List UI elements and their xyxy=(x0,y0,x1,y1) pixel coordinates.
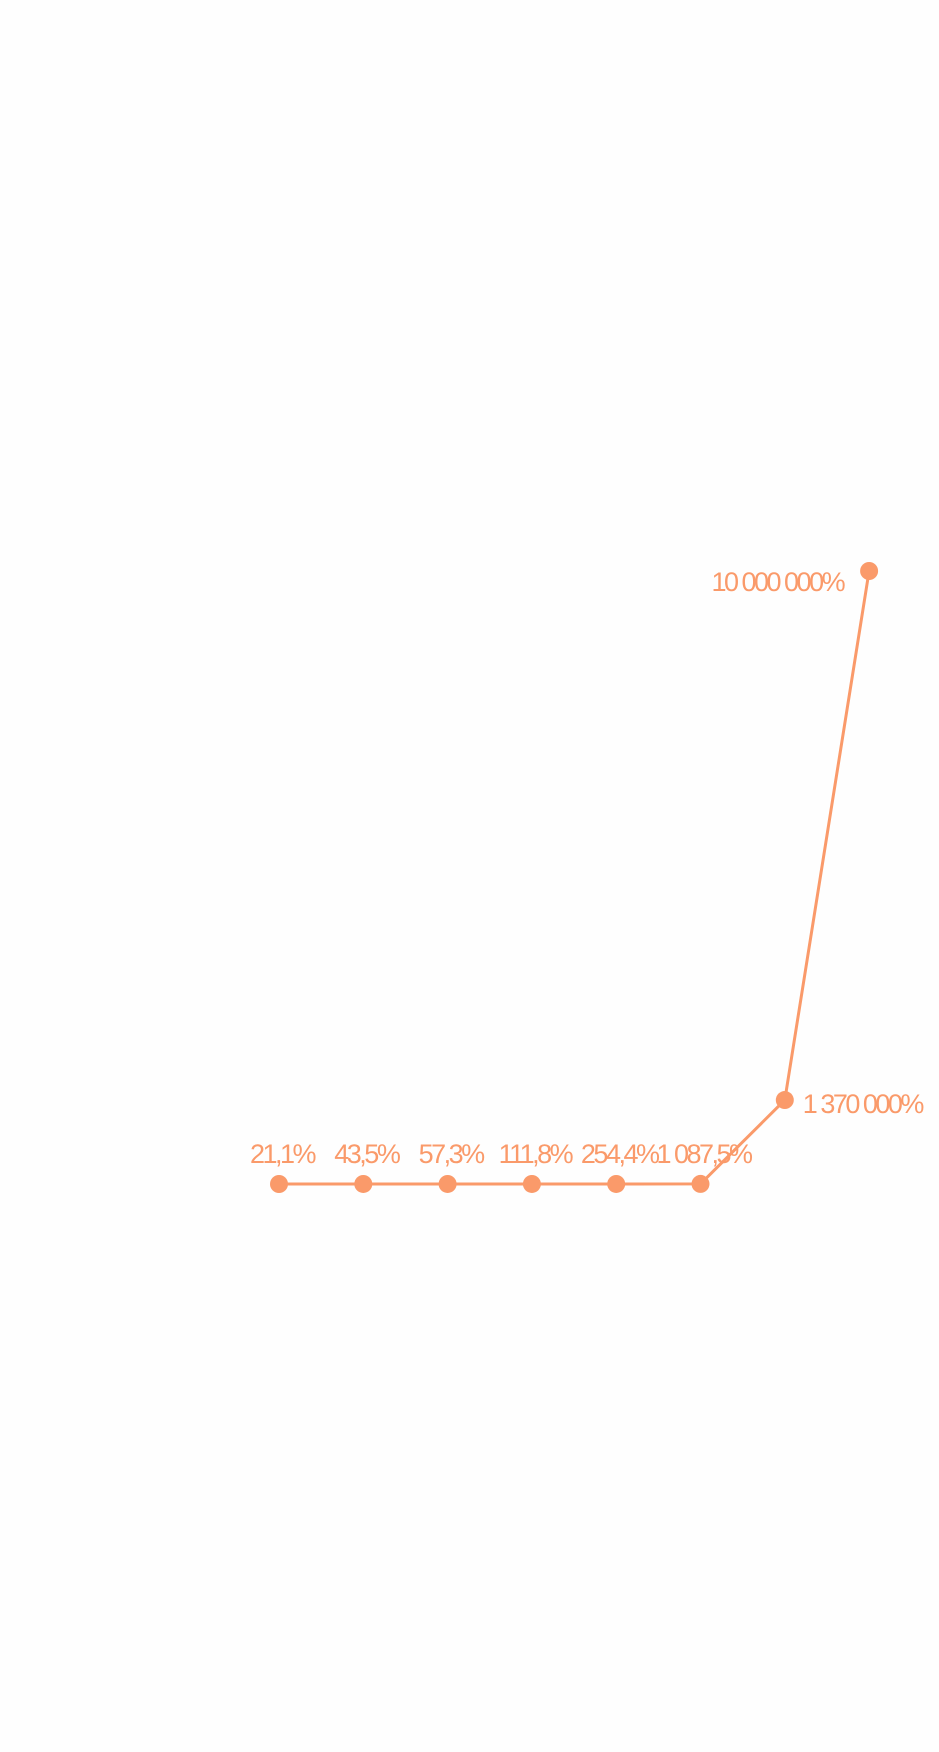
data-label: 254,4% xyxy=(581,1139,660,1169)
data-point xyxy=(270,1174,288,1193)
data-point xyxy=(607,1174,626,1193)
data-label: 57,3% xyxy=(419,1139,486,1169)
data-label: 1 370 000% xyxy=(803,1089,925,1119)
data-label: 111,8% xyxy=(499,1139,574,1169)
data-point xyxy=(691,1174,710,1193)
data-point xyxy=(438,1174,457,1193)
series-line xyxy=(277,569,871,1186)
data-label: 10 000 000% xyxy=(711,567,845,597)
data-label: 1 087,5% xyxy=(656,1139,753,1169)
point-labels: 21,1% 43,5% 57,3% 111,8% 254,4%1 087,5% 1 370… xyxy=(250,567,927,1169)
data-point xyxy=(354,1174,373,1193)
point-markers xyxy=(270,562,879,1193)
data-point xyxy=(860,562,879,580)
data-label: 21,1% xyxy=(250,1139,317,1169)
data-label: 43,5% xyxy=(334,1139,401,1169)
data-point xyxy=(522,1174,541,1193)
data-point xyxy=(775,1091,794,1110)
